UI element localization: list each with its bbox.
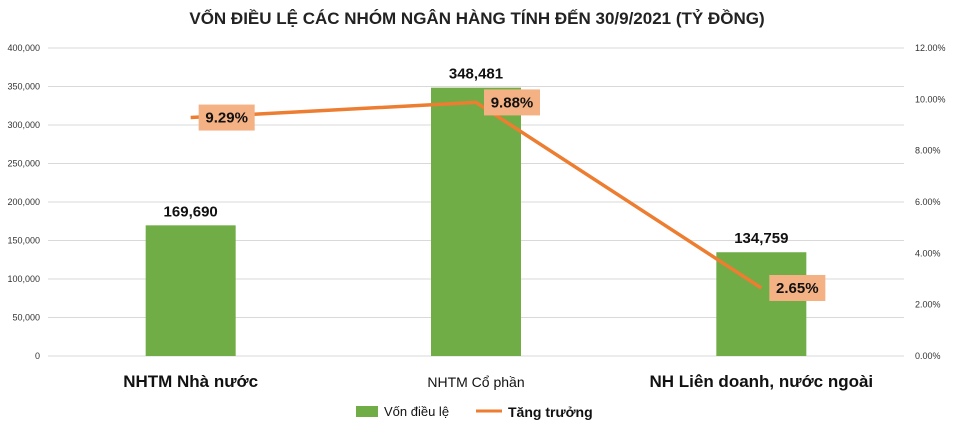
left-tick-label: 350,000 [7,82,40,92]
line-label-box [484,89,540,116]
chart-title: VỐN ĐIỀU LỆ CÁC NHÓM NGÂN HÀNG TÍNH ĐẾN … [189,8,764,28]
category-label: NHTM Nhà nước [123,372,258,391]
line-label-box [769,274,826,301]
category-labels: NHTM Nhà nước NHTM Cổ phần NH Liên doanh, … [123,372,873,391]
line-label-box [198,104,255,131]
right-tick-label: 0.00% [915,351,941,361]
right-tick-label: 4.00% [915,248,941,258]
legend-swatch-bar [356,406,378,417]
bars: 169,690 348,481 134,759 [145,66,807,357]
right-tick-label: 10.00% [915,94,946,104]
category-label: NH Liên doanh, nước ngoài [649,372,873,391]
left-tick-label: 50,000 [12,313,40,323]
left-tick-label: 300,000 [7,120,40,130]
bar-data-label: 348,481 [449,66,503,83]
right-axis: 0.00% 2.00% 4.00% 6.00% 8.00% 10.00% 12.00% [915,43,946,361]
bar [145,225,236,356]
left-tick-label: 100,000 [7,274,40,284]
line-series [190,100,763,290]
left-axis: 0 50,000 100,000 150,000 200,000 250,000 300,0… [7,43,40,361]
bar-data-label: 134,759 [734,230,788,247]
left-tick-label: 150,000 [7,236,40,246]
right-tick-label: 12.00% [915,43,946,53]
right-tick-label: 6.00% [915,197,941,207]
left-tick-label: 400,000 [7,43,40,53]
line-data-label: 2.65% [776,280,819,297]
right-tick-label: 2.00% [915,300,941,310]
right-tick-label: 8.00% [915,146,941,156]
legend-label-bar: Vốn điều lệ [384,404,449,419]
left-tick-label: 200,000 [7,197,40,207]
line-data-label: 9.88% [491,94,534,111]
bar [431,87,521,357]
left-tick-label: 250,000 [7,159,40,169]
growth-line: 9.29% 9.88% 2.65% [190,89,826,301]
bar-data-label: 169,690 [164,203,218,220]
legend: Vốn điều lệ Tăng trưởng [356,404,593,420]
line-data-label: 9.29% [205,110,248,127]
legend-label-line: Tăng trưởng [508,404,593,420]
category-label: NHTM Cổ phần [427,374,524,390]
left-tick-label: 0 [35,351,40,361]
